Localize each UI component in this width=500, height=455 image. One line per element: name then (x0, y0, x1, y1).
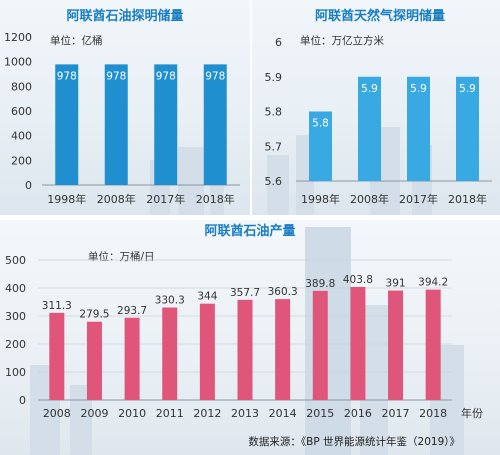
bar (388, 290, 404, 400)
x-tick-label: 2018 (419, 407, 447, 420)
x-tick-label: 2010 (118, 407, 146, 420)
bar (350, 286, 366, 400)
x-tick-label: 2015 (306, 407, 334, 420)
skyline-decoration (0, 220, 500, 455)
x-tick-label: 1998年 (301, 192, 340, 206)
x-tick-label: 2012 (193, 407, 221, 420)
bar (312, 290, 328, 400)
x-tick-label: 2008年 (97, 192, 136, 206)
data-label: 394.2 (418, 277, 448, 289)
data-label: 391 (386, 278, 406, 290)
data-source: 数据来源：《BP 世界能源统计年鉴（2019）》 (248, 436, 460, 448)
bar (456, 76, 479, 181)
data-label: 5.9 (361, 83, 378, 95)
y-tick-label: 6 (275, 36, 282, 49)
data-label: 330.3 (155, 295, 185, 307)
y-tick-label: 300 (5, 310, 26, 323)
bar (49, 312, 65, 400)
y-tick-label: 5.6 (265, 175, 283, 188)
oil-production-panel: 阿联酋石油产量单位：万桶/日 0 100 200 300 400 500 311.3 2008 2… (0, 220, 500, 455)
x-tick-label: 2017 (382, 407, 410, 420)
y-tick-label: 1200 (4, 31, 32, 44)
x-tick-label: 2008 (43, 407, 71, 420)
data-label: 389.8 (305, 278, 335, 290)
bar (104, 64, 128, 185)
x-tick-label: 2013 (231, 407, 259, 420)
bar (275, 299, 291, 400)
bar (407, 76, 430, 181)
bar (162, 307, 178, 400)
chart-title: 阿联酋天然气探明储量 (315, 8, 445, 24)
data-label: 279.5 (79, 309, 109, 321)
y-tick-label: 400 (5, 282, 26, 295)
bar (55, 64, 79, 185)
data-label: 357.7 (230, 287, 260, 299)
unit-label: 单位：万桶/日 (88, 250, 155, 263)
data-label: 5.9 (410, 83, 427, 95)
data-label: 978 (156, 70, 176, 82)
x-axis-label: 年份 (461, 406, 483, 420)
oil-reserves-panel: 阿联酋石油探明储量单位：亿桶 0 200 400 600 800 1000 1200 978 19… (0, 0, 250, 215)
x-tick-label: 2018年 (448, 192, 487, 206)
y-tick-label: 200 (11, 154, 32, 167)
data-label: 978 (106, 70, 126, 82)
bar (309, 111, 332, 181)
bar (237, 299, 253, 400)
bar (199, 303, 215, 400)
y-tick-label: 0 (25, 179, 32, 192)
x-tick-label: 2008年 (350, 192, 389, 206)
data-label: 978 (57, 70, 77, 82)
y-tick-label: 5.9 (265, 71, 283, 84)
bar (124, 317, 140, 400)
bar (203, 64, 227, 185)
y-tick-label: 5.8 (265, 106, 283, 119)
data-label: 5.9 (459, 83, 476, 95)
data-label: 360.3 (268, 286, 298, 298)
data-label: 403.8 (343, 274, 373, 286)
unit-label: 单位：亿桶 (50, 34, 103, 47)
x-tick-label: 2018年 (196, 192, 235, 206)
x-tick-label: 2011 (156, 407, 184, 420)
bar (86, 321, 102, 400)
y-tick-label: 600 (11, 105, 32, 118)
bar (154, 64, 178, 185)
y-tick-label: 400 (11, 130, 32, 143)
y-tick-label: 5.7 (265, 140, 283, 153)
chart-title: 阿联酋石油产量 (204, 223, 295, 239)
chart-title: 阿联酋石油探明储量 (66, 8, 183, 24)
bar (358, 76, 381, 181)
unit-label: 单位：万亿立方米 (300, 34, 384, 47)
y-tick-label: 500 (5, 254, 26, 267)
data-label: 344 (197, 291, 217, 303)
bar (425, 289, 441, 400)
y-tick-label: 800 (11, 80, 32, 93)
gas-reserves-panel: 阿联酋天然气探明储量单位：万亿立方米 5.6 5.7 5.8 5.9 6 5.8 1998年 5… (252, 0, 500, 215)
x-tick-label: 2016 (344, 407, 372, 420)
x-tick-label: 2017年 (399, 192, 438, 206)
x-tick-label: 1998年 (47, 192, 86, 206)
y-tick-label: 200 (5, 338, 26, 351)
y-tick-label: 1000 (4, 56, 32, 69)
y-tick-label: 0 (19, 394, 26, 407)
data-label: 978 (205, 70, 225, 82)
data-label: 293.7 (117, 305, 147, 317)
y-tick-label: 100 (5, 366, 26, 379)
x-tick-label: 2014 (269, 407, 297, 420)
x-tick-label: 2009 (80, 407, 108, 420)
data-label: 5.8 (312, 118, 329, 130)
data-label: 311.3 (42, 300, 72, 312)
x-tick-label: 2017年 (146, 192, 185, 206)
